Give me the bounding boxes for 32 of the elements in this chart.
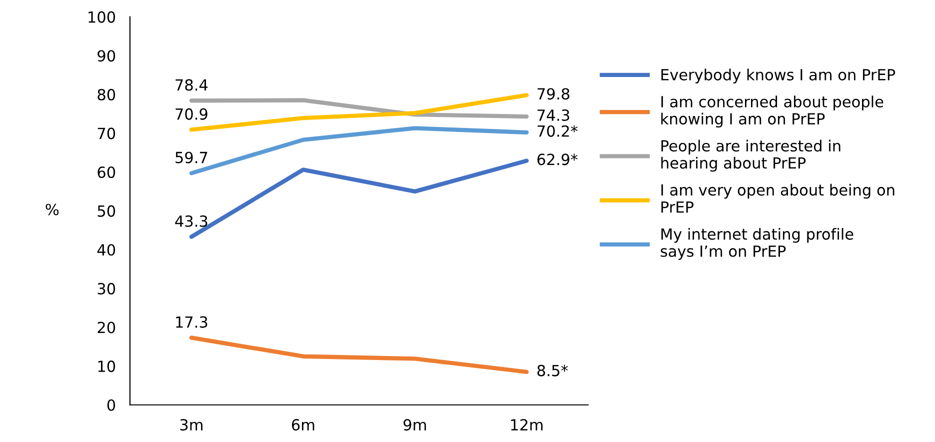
- legend-label: I am very open about being on PrEP: [661, 184, 894, 213]
- data-label: 43.3: [175, 215, 208, 227]
- x-tick-label: 9m: [404, 419, 426, 431]
- data-label: 70.9: [176, 108, 208, 120]
- data-label: 59.7: [176, 152, 208, 164]
- data-label: 17.3: [176, 316, 208, 328]
- data-label: 78.4: [176, 79, 208, 91]
- x-tick-label: 12m: [511, 419, 543, 430]
- y-tick-label: 50: [98, 205, 116, 217]
- data-label: 70.2*: [538, 125, 578, 137]
- x-tick-label: 6m: [292, 419, 314, 431]
- y-tick-label: 40: [97, 244, 116, 256]
- y-tick-label: 100: [88, 11, 116, 23]
- legend-label: Everybody knows I am on PrEP: [661, 68, 896, 84]
- x-tick-label: 3m: [180, 419, 202, 431]
- y-tick-label: 60: [98, 166, 116, 178]
- y-tick-label: 30: [98, 282, 116, 294]
- y-tick-label: 90: [98, 50, 116, 62]
- line-series: [189, 336, 529, 374]
- legend-label: I am concerned about people knowing I am on PrEP: [661, 96, 884, 128]
- y-tick-label: 80: [98, 88, 116, 100]
- legend-label: People are interested in hearing about PrEP: [661, 140, 840, 172]
- data-label: 62.9*: [537, 154, 578, 166]
- y-tick-label: 10: [98, 360, 116, 372]
- data-label: 8.5*: [537, 364, 568, 376]
- y-tick-label: 0: [107, 399, 116, 411]
- data-label: 79.8: [538, 88, 570, 100]
- y-tick-label: 20: [98, 322, 116, 334]
- y-tick-label: 70: [98, 128, 116, 140]
- data-label: 74.3: [538, 109, 570, 121]
- legend-label: My internet dating profile says I’m on PrEP: [660, 228, 854, 260]
- y-axis-title: %: [46, 204, 59, 216]
